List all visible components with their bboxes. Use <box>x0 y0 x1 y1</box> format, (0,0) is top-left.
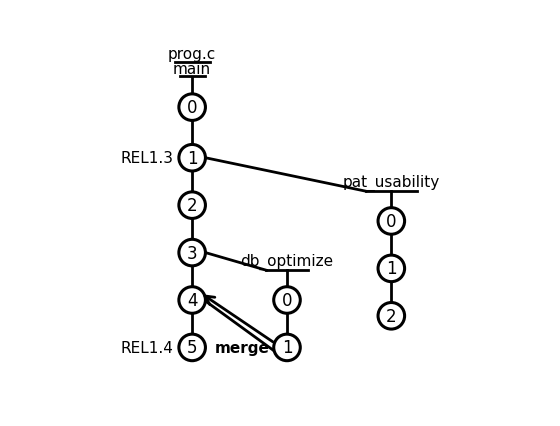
Text: db_optimize: db_optimize <box>240 253 334 269</box>
Circle shape <box>179 287 206 314</box>
Text: 1: 1 <box>187 150 198 167</box>
Text: 4: 4 <box>187 291 198 309</box>
Circle shape <box>274 287 300 314</box>
Circle shape <box>378 303 405 329</box>
Text: 1: 1 <box>282 339 292 357</box>
Text: 0: 0 <box>282 291 292 309</box>
Text: REL1.4: REL1.4 <box>120 340 173 355</box>
Text: 2: 2 <box>386 307 396 325</box>
Circle shape <box>378 256 405 282</box>
Text: main: main <box>173 61 211 76</box>
Circle shape <box>179 193 206 219</box>
Text: 2: 2 <box>187 197 198 215</box>
Text: 5: 5 <box>187 339 198 357</box>
Text: 3: 3 <box>187 244 198 262</box>
Circle shape <box>179 95 206 121</box>
Text: 0: 0 <box>187 99 198 117</box>
Circle shape <box>378 208 405 235</box>
Text: merge: merge <box>215 340 270 355</box>
Circle shape <box>274 334 300 361</box>
Text: 1: 1 <box>386 260 396 278</box>
Text: 0: 0 <box>386 213 396 230</box>
Circle shape <box>179 240 206 266</box>
Text: REL1.3: REL1.3 <box>120 151 173 166</box>
Text: pat_usability: pat_usability <box>343 174 440 190</box>
Text: prog.c: prog.c <box>168 47 216 62</box>
Circle shape <box>179 145 206 172</box>
Circle shape <box>179 334 206 361</box>
